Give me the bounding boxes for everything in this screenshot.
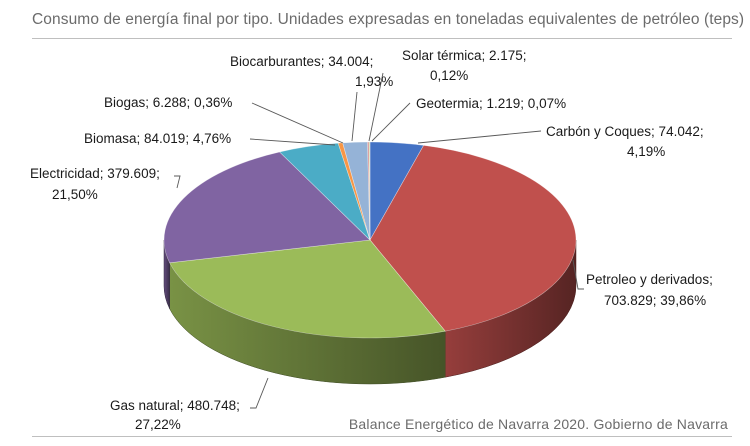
- leader-line-electricidad: [174, 175, 181, 189]
- pie-slice-petroleo-y-derivados: [369, 145, 577, 332]
- data-label-carbon-y-coques: Carbón y Coques; 74.042;: [546, 124, 704, 139]
- data-label-geotermia: Geotermia; 1.219; 0,07%: [416, 96, 566, 111]
- leader-line-solar-termica: [368, 72, 384, 142]
- title-divider: [32, 38, 732, 39]
- bottom-divider: [32, 436, 732, 437]
- data-label-petroleo-y-derivados-line2: 703.829; 39,86%: [604, 293, 706, 308]
- data-label-electricidad: Electricidad; 379.609;: [30, 166, 160, 181]
- data-label-carbon-y-coques-line2: 4,19%: [627, 144, 665, 159]
- chart-title: Consumo de energía final por tipo. Unida…: [32, 11, 745, 28]
- data-label-solar-termica: Solar térmica; 2.175;: [402, 48, 527, 63]
- leader-line-biogas: [251, 102, 344, 144]
- pie-slice-gas-natural: [169, 239, 446, 339]
- data-labels: Carbón y Coques; 74.042; 4,19% Petroleo y …: [30, 48, 713, 432]
- pie-slices: [163, 141, 577, 339]
- data-label-biomasa: Biomasa; 84.019; 4,76%: [84, 131, 231, 146]
- data-label-biocarburantes: Biocarburantes; 34.004;: [230, 54, 373, 69]
- leader-line-biocarburantes: [351, 91, 358, 142]
- pie-slice-geotermia: [368, 141, 371, 241]
- data-label-electricidad-line2: 21,50%: [52, 187, 98, 202]
- leader-line-carbon-y-coques: [417, 130, 542, 144]
- data-label-solar-termica-line2: 0,12%: [430, 68, 468, 83]
- data-label-biogas: Biogas; 6.288; 0,36%: [104, 95, 232, 110]
- leader-line-geotermia: [371, 102, 411, 142]
- pie-slice-electricidad: [163, 151, 371, 264]
- leader-line-petroleo-y-derivados: [572, 259, 584, 290]
- leader-line-biomasa: [249, 138, 336, 146]
- source-note: Balance Energético de Navarra 2020. Gobi…: [348, 416, 728, 432]
- leader-lines: [174, 72, 584, 409]
- data-label-gas-natural-line2: 27,22%: [135, 417, 181, 432]
- data-label-gas-natural: Gas natural; 480.748;: [110, 398, 240, 413]
- data-label-petroleo-y-derivados: Petroleo y derivados;: [586, 272, 713, 287]
- data-label-biocarburantes-line2: 1,93%: [355, 74, 393, 89]
- leader-line-gas-natural: [250, 377, 269, 409]
